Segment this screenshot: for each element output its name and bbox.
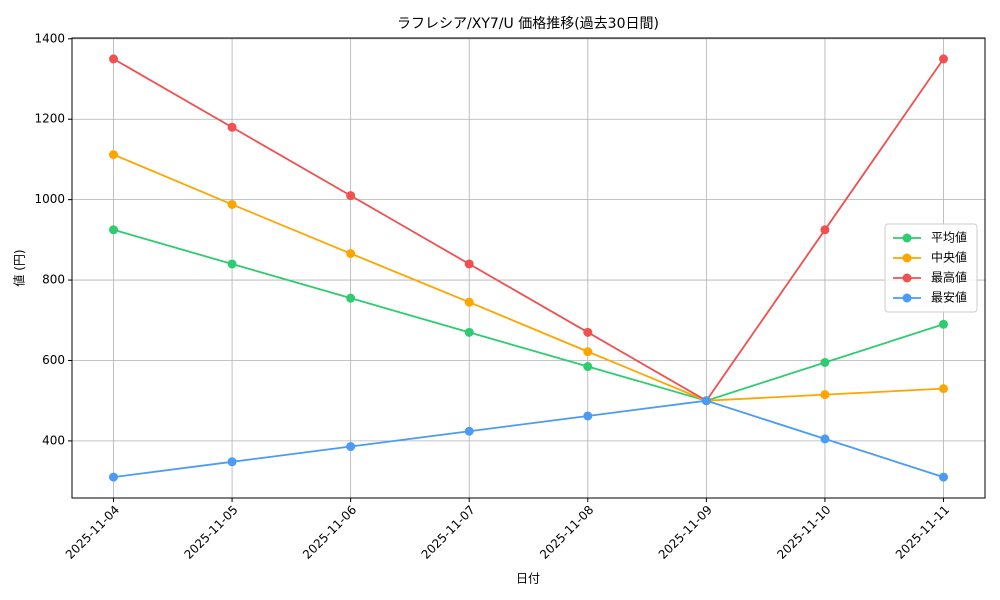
x-axis-label: 日付 (516, 572, 540, 586)
legend-label: 平均値 (931, 230, 967, 245)
y-axis-label: 値 (円) (12, 249, 27, 286)
legend-label: 最高値 (931, 270, 967, 285)
data-point (464, 426, 474, 436)
data-point (227, 122, 237, 132)
data-point (346, 293, 356, 303)
data-point (820, 434, 830, 444)
x-tick-label: 2025-11-04 (63, 503, 122, 562)
data-point (939, 472, 948, 482)
data-point (464, 327, 474, 337)
data-point (227, 199, 237, 209)
legend-label: 中央値 (931, 250, 967, 265)
data-point (820, 357, 830, 367)
data-point (346, 442, 356, 452)
y-tick-label: 1400 (34, 31, 65, 45)
data-point (939, 54, 948, 64)
data-point (583, 347, 593, 357)
data-point (820, 390, 830, 400)
data-point (583, 327, 593, 337)
data-point (227, 259, 237, 269)
y-tick-label: 1000 (34, 192, 65, 206)
data-point (346, 249, 356, 259)
data-point (109, 472, 118, 482)
x-tick-label: 2025-11-09 (656, 503, 715, 562)
data-point (583, 411, 593, 421)
data-point (820, 225, 830, 235)
series-line (113, 153, 944, 402)
plot-frame (71, 37, 986, 499)
data-point (109, 150, 118, 160)
data-point (464, 259, 474, 269)
y-tick-label: 800 (42, 273, 65, 287)
data-point (464, 297, 474, 307)
data-point (939, 384, 948, 394)
data-point (701, 396, 711, 406)
x-tick-label: 2025-11-11 (893, 503, 952, 562)
legend-marker (902, 233, 912, 243)
x-tick-label: 2025-11-06 (300, 503, 359, 562)
y-tick-label: 400 (42, 433, 65, 447)
data-point (227, 457, 237, 467)
y-tick-label: 1200 (34, 112, 65, 126)
data-point (583, 362, 593, 372)
x-tick-label: 2025-11-05 (181, 503, 240, 562)
x-tick-label: 2025-11-10 (774, 503, 833, 562)
x-tick-label: 2025-11-08 (537, 503, 596, 562)
legend-marker (902, 293, 912, 303)
y-tick-label: 600 (42, 353, 65, 367)
series-line (113, 228, 944, 402)
legend-marker (902, 253, 912, 263)
legend-frame (884, 223, 978, 313)
legend-marker (902, 273, 912, 283)
data-point (346, 191, 356, 201)
data-point (109, 225, 118, 235)
chart-title: ラフレシア/XY7/U 価格推移(過去30日間) (397, 16, 659, 32)
legend-label: 最安値 (931, 290, 967, 305)
data-point (939, 319, 948, 329)
x-tick-label: 2025-11-07 (419, 503, 478, 562)
series-line (113, 58, 945, 402)
data-point (109, 54, 118, 64)
series-line (113, 399, 944, 478)
